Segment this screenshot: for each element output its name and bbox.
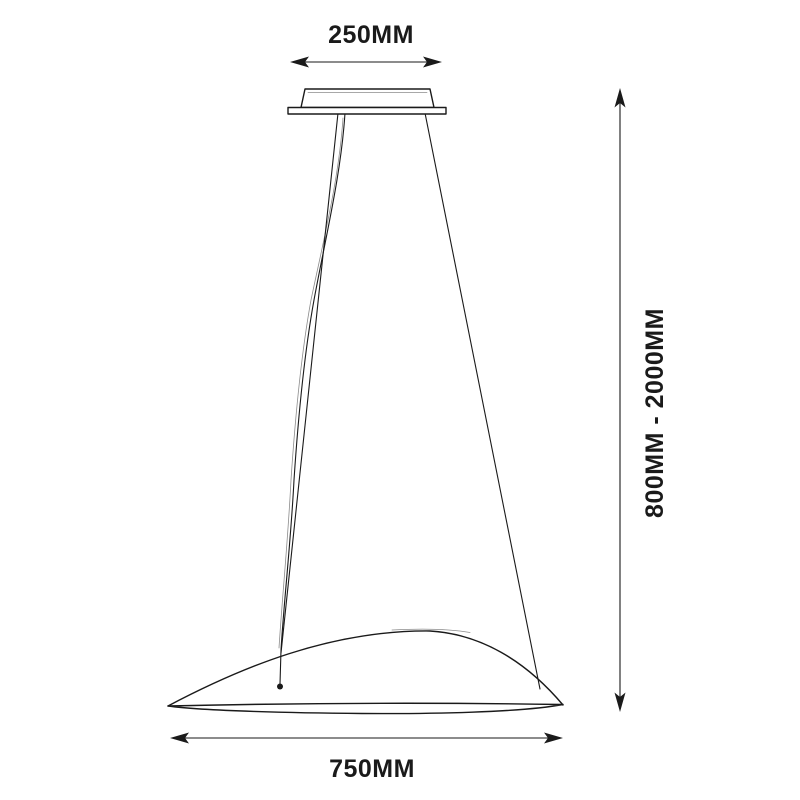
suspension-wire-right <box>424 112 541 690</box>
line-art <box>167 61 621 739</box>
arrowhead-right-top <box>423 56 442 68</box>
height-range-label: 800MM - 2000MM <box>641 308 669 518</box>
canopy-plate <box>287 106 447 115</box>
power-cable <box>279 112 346 685</box>
power-cable-outline <box>278 117 344 649</box>
shade-width-label: 750MM <box>329 755 415 783</box>
dimension-labels: 250MM 800MM - 2000MM 750MM <box>328 21 669 783</box>
canopy-width-label: 250MM <box>328 21 414 49</box>
lamp-shade-dome <box>167 630 564 707</box>
cable-end-dot <box>277 683 283 690</box>
canopy-box <box>300 88 435 109</box>
suspension-wire-left <box>280 112 339 654</box>
lamp-shade-base <box>167 702 564 715</box>
lamp-shade-rim-highlight <box>391 628 471 633</box>
arrowhead-left-top <box>290 56 309 68</box>
filled-marks <box>170 56 626 744</box>
arrowhead-up <box>614 88 626 108</box>
arrowhead-left-bottom <box>170 732 189 744</box>
arrowhead-down <box>614 692 626 712</box>
arrowhead-right-bottom <box>544 732 563 744</box>
